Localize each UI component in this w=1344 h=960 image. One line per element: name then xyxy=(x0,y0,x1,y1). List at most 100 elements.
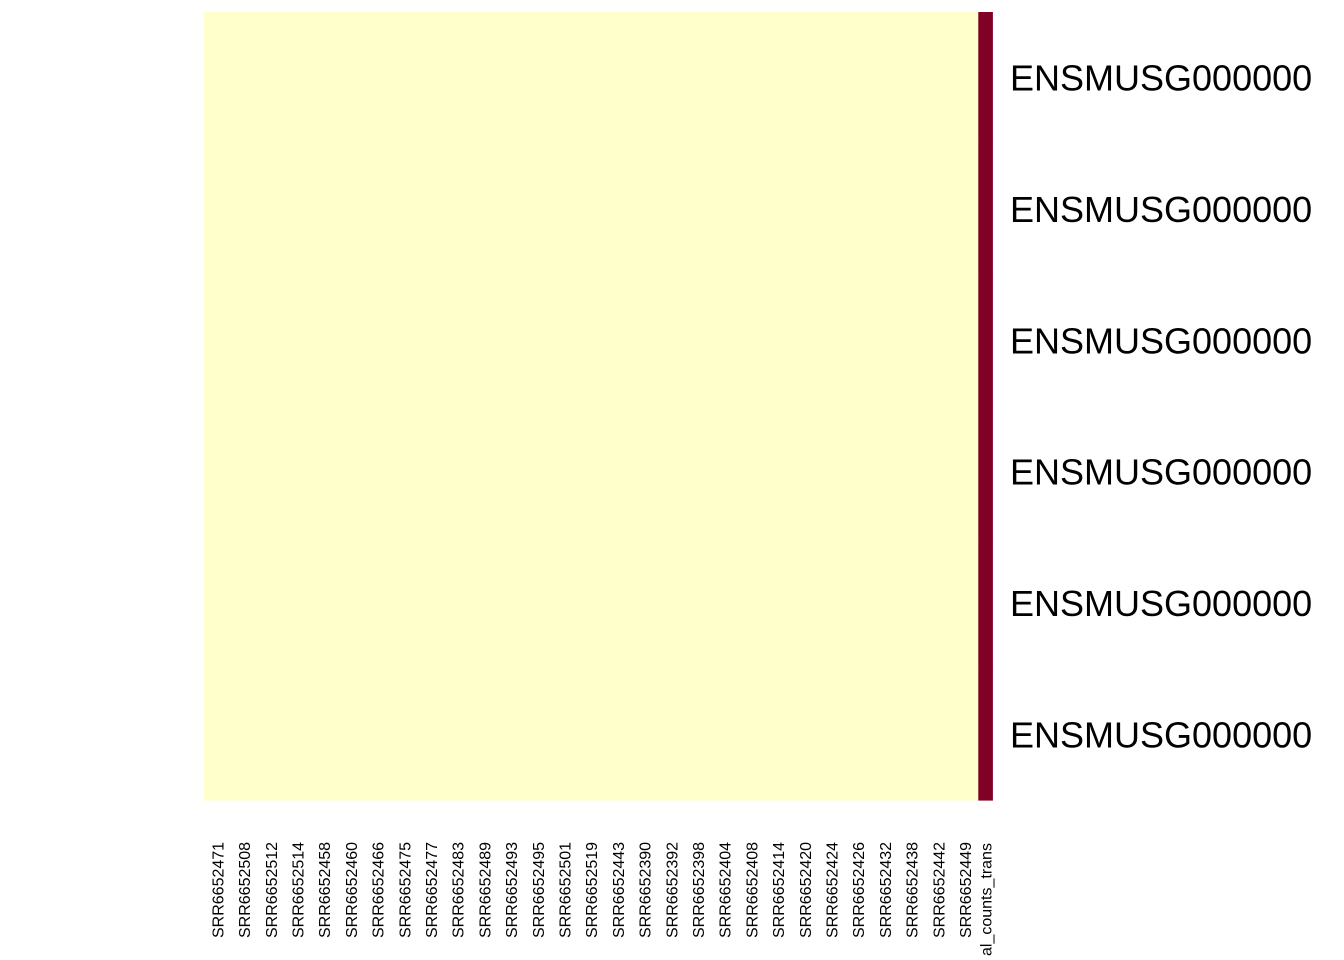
column-label: SRR6652442 xyxy=(931,842,948,938)
column-label: SRR6652508 xyxy=(237,842,254,938)
row-label: ENSMUSG000000 xyxy=(1010,189,1312,230)
heatmap-cell xyxy=(898,143,926,276)
heatmap-cell xyxy=(471,274,499,407)
row-label: ENSMUSG000000 xyxy=(1010,583,1312,624)
heatmap-cell xyxy=(604,12,632,144)
heatmap-cell xyxy=(284,406,312,538)
heatmap-cell xyxy=(978,406,993,538)
column-label: SRR6652432 xyxy=(878,842,895,938)
column-label: SRR6652392 xyxy=(664,842,681,938)
column-label: SRR6652426 xyxy=(851,842,868,938)
heatmap-cell xyxy=(791,406,819,538)
heatmap-cell xyxy=(284,668,312,801)
heatmap-cell xyxy=(978,274,993,407)
heatmap-cell xyxy=(684,143,712,276)
heatmap-cell xyxy=(230,406,258,538)
heatmap-cell xyxy=(444,668,472,801)
heatmap-cell xyxy=(844,668,873,801)
heatmap-cell xyxy=(978,537,993,670)
heatmap-cell xyxy=(471,537,499,670)
column-label: SRR6652493 xyxy=(504,842,521,938)
heatmap-cell xyxy=(524,143,552,276)
heatmap-cell xyxy=(497,143,525,276)
heatmap-cell xyxy=(951,143,979,276)
heatmap-cell xyxy=(657,12,686,144)
heatmap-cell xyxy=(871,537,899,670)
heatmap-cell xyxy=(551,668,579,801)
heatmap-cell xyxy=(791,12,819,144)
heatmap-cell xyxy=(417,537,445,670)
heatmap-cell xyxy=(604,406,632,538)
heatmap-cell xyxy=(711,143,739,276)
heatmap-cell xyxy=(577,274,606,407)
heatmap-cell xyxy=(631,406,659,538)
heatmap-cell xyxy=(764,12,792,144)
heatmap-cell xyxy=(818,274,846,407)
heatmap-cell xyxy=(337,274,365,407)
heatmap-cell xyxy=(497,537,525,670)
heatmap-cell xyxy=(978,143,993,276)
heatmap-cell xyxy=(417,274,445,407)
heatmap-cell xyxy=(924,12,953,144)
heatmap-cell xyxy=(711,12,739,144)
heatmap-cell xyxy=(951,668,979,801)
column-label: SRR6652512 xyxy=(264,842,281,938)
heatmap-cell xyxy=(764,143,792,276)
heatmap-cell xyxy=(337,143,365,276)
heatmap-cell xyxy=(497,668,525,801)
heatmap-cell xyxy=(337,406,365,538)
heatmap-cell xyxy=(844,406,873,538)
heatmap-cell xyxy=(471,406,499,538)
heatmap-cell xyxy=(871,143,899,276)
heatmap-cell xyxy=(684,537,712,670)
heatmap-cell xyxy=(417,406,445,538)
heatmap-cell xyxy=(257,12,285,144)
heatmap-cell xyxy=(924,668,953,801)
heatmap-cell xyxy=(684,406,712,538)
heatmap-cell xyxy=(818,143,846,276)
heatmap-cell xyxy=(284,12,312,144)
row-labels: ENSMUSG000000 ENSMUSG000000 ENSMUSG000000 E… xyxy=(1010,58,1312,756)
heatmap-cell xyxy=(898,12,926,144)
column-label: SRR6652458 xyxy=(317,842,334,938)
heatmap-cell xyxy=(684,668,712,801)
heatmap-cell xyxy=(284,274,312,407)
column-label: SRR6652466 xyxy=(371,842,388,938)
heatmap-cell xyxy=(364,537,392,670)
column-label: SRR6652483 xyxy=(451,842,468,938)
heatmap-cell xyxy=(844,537,873,670)
heatmap-cell xyxy=(577,406,606,538)
heatmap-cell xyxy=(844,12,873,144)
heatmap-cell xyxy=(364,668,392,801)
heatmap-cell xyxy=(898,274,926,407)
heatmap-cell xyxy=(230,12,258,144)
heatmap-cell xyxy=(764,406,792,538)
column-label: SRR6652408 xyxy=(744,842,761,938)
column-label: SRR6652514 xyxy=(290,842,307,938)
heatmap-cell xyxy=(524,668,552,801)
heatmap-cell xyxy=(657,537,686,670)
heatmap-cell xyxy=(657,406,686,538)
column-label: SRR6652495 xyxy=(531,842,548,938)
heatmap-cell xyxy=(204,406,232,538)
column-label: SRR6652414 xyxy=(771,842,788,938)
heatmap-cell xyxy=(524,537,552,670)
heatmap-cell xyxy=(310,274,339,407)
heatmap-cell xyxy=(257,668,285,801)
heatmap-cell xyxy=(524,406,552,538)
column-label: SRR6652460 xyxy=(344,842,361,938)
heatmap-cell xyxy=(711,274,739,407)
heatmap-cell xyxy=(551,143,579,276)
heatmap-cell xyxy=(738,668,766,801)
heatmap-cell xyxy=(711,406,739,538)
heatmap-cell xyxy=(738,143,766,276)
row-label: ENSMUSG000000 xyxy=(1010,58,1312,99)
column-label: al_counts_trans xyxy=(978,843,995,956)
heatmap-cell xyxy=(898,668,926,801)
column-label: SRR6652449 xyxy=(958,842,975,938)
heatmap-cell xyxy=(818,12,846,144)
heatmap-cell xyxy=(390,274,419,407)
heatmap-cell xyxy=(951,537,979,670)
heatmap-cell xyxy=(764,274,792,407)
